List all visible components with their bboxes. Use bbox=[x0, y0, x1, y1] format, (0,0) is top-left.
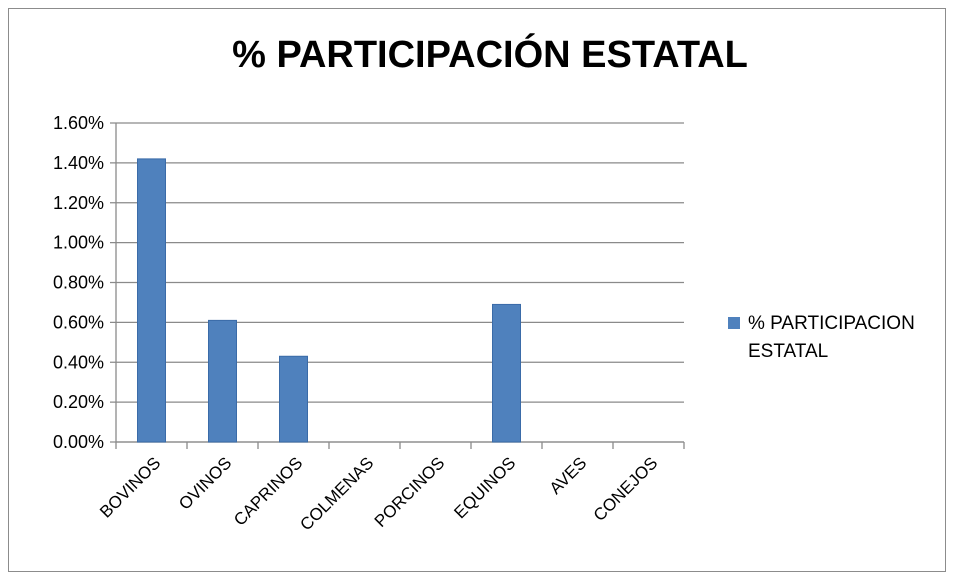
bar bbox=[279, 355, 308, 443]
y-tick-label: 0.00% bbox=[53, 432, 104, 452]
legend-label: % PARTICIPACION ESTATAL bbox=[748, 313, 915, 362]
x-category-label: AVES bbox=[546, 453, 591, 498]
bar bbox=[492, 303, 521, 443]
y-tick-label: 0.80% bbox=[53, 273, 104, 293]
bar bbox=[208, 319, 237, 443]
y-tick-label: 0.60% bbox=[53, 312, 104, 332]
legend-swatch bbox=[728, 317, 740, 329]
x-category-label: CAPRINOS bbox=[230, 453, 306, 529]
bar bbox=[137, 158, 166, 443]
y-tick-label: 0.20% bbox=[53, 392, 104, 412]
chart-title: % PARTICIPACIÓN ESTATAL bbox=[232, 34, 748, 76]
x-category-label: EQUINOS bbox=[450, 453, 519, 522]
x-category-label: PORCINOS bbox=[371, 453, 449, 531]
y-tick-label: 0.40% bbox=[53, 352, 104, 372]
y-tick-label: 1.20% bbox=[53, 193, 104, 213]
x-category-label: OVINOS bbox=[175, 453, 235, 513]
y-tick-label: 1.40% bbox=[53, 153, 104, 173]
y-tick-label: 1.00% bbox=[53, 233, 104, 253]
x-category-label: CONEJOS bbox=[590, 453, 662, 525]
x-category-label: BOVINOS bbox=[96, 453, 164, 521]
x-category-label: COLMENAS bbox=[296, 453, 377, 534]
y-tick-label: 1.60% bbox=[53, 113, 104, 133]
